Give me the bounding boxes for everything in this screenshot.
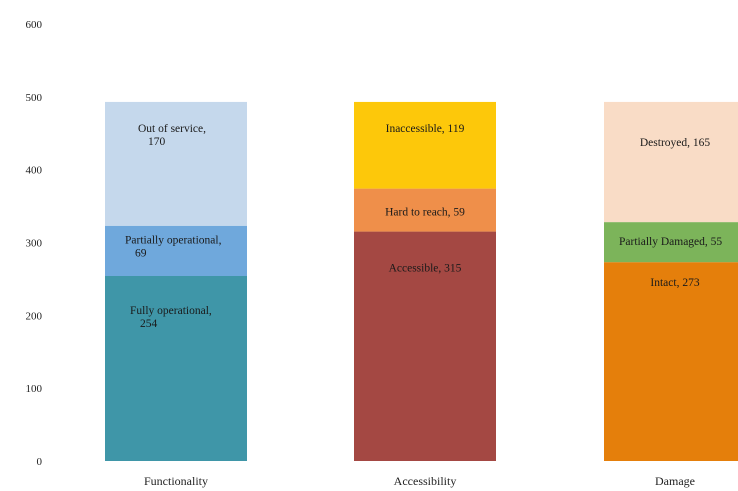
- y-tick-label: 100: [26, 383, 43, 395]
- bar-segment: [354, 188, 496, 232]
- bar-segment: [604, 222, 738, 263]
- data-label: Hard to reach, 59: [385, 207, 465, 219]
- data-label: Intact, 273: [650, 277, 699, 289]
- segment-labels: Fully operational, 254 Partially operation…: [125, 123, 722, 330]
- bar-stacks: [105, 101, 738, 461]
- data-label: Inaccessible, 119: [386, 123, 465, 135]
- data-label: Destroyed, 165: [640, 137, 711, 149]
- bar-segment: [105, 276, 247, 461]
- data-label: Fully operational, 254: [130, 305, 212, 330]
- data-label: Partially Damaged, 55: [619, 236, 722, 248]
- y-tick-label: 600: [26, 19, 43, 31]
- y-tick-label: 0: [37, 456, 43, 468]
- y-axis-ticks: 0 100 200 300 400 500 600: [26, 19, 43, 468]
- data-label: Out of service, 170: [138, 123, 206, 148]
- bar-segment: [354, 231, 496, 461]
- bar-segment: [105, 225, 247, 277]
- data-label: Accessible, 315: [389, 263, 462, 275]
- x-category-label: Functionality: [144, 474, 208, 488]
- y-tick-label: 300: [26, 238, 43, 250]
- data-label: Partially operational, 69: [125, 235, 222, 260]
- x-category-label: Accessibility: [394, 474, 457, 488]
- y-tick-label: 200: [26, 310, 43, 322]
- x-axis-category-labels: Functionality Accessibility Damage: [144, 474, 695, 488]
- bar-segment: [354, 101, 496, 189]
- bar-segment: [604, 262, 738, 461]
- y-tick-label: 400: [26, 165, 43, 177]
- bar-segment: [604, 101, 738, 223]
- x-category-label: Damage: [655, 474, 695, 488]
- y-tick-label: 500: [26, 92, 43, 104]
- bar-segment: [105, 101, 247, 226]
